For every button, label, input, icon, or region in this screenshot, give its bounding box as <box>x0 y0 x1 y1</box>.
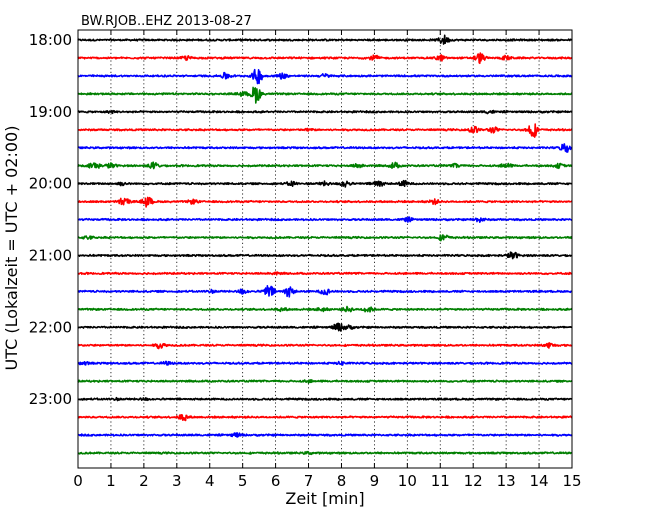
y-tick-label: 19:00 <box>29 103 72 121</box>
y-tick-label: 22:00 <box>29 318 72 336</box>
y-tick-labels: 18:00 19:00 20:00 21:00 22:00 23:00 <box>29 31 72 408</box>
x-tick-label: 10 <box>398 472 417 490</box>
plot-area <box>78 30 572 468</box>
seismogram-trace <box>77 432 573 438</box>
x-tick-label: 7 <box>304 472 314 490</box>
y-axis-title: UTC (Lokalzeit = UTC + 02:00) <box>2 126 21 371</box>
seismogram-trace <box>77 52 573 65</box>
seismogram-trace <box>77 322 573 332</box>
seismogram-trace <box>77 179 573 188</box>
x-tick-label: 14 <box>530 472 549 490</box>
x-tick-label: 12 <box>464 472 483 490</box>
seismogram-trace <box>77 161 573 170</box>
seismogram-trace <box>77 216 573 224</box>
chart-title: BW.RJOB..EHZ 2013-08-27 <box>81 14 252 29</box>
seismogram-trace <box>77 34 573 45</box>
seismogram-trace <box>77 143 573 153</box>
seismogram-trace <box>77 305 573 313</box>
seismogram-trace <box>77 234 573 242</box>
x-tick-label: 0 <box>73 472 83 490</box>
x-tick-label: 15 <box>562 472 581 490</box>
y-tick-label: 18:00 <box>29 31 72 49</box>
x-tick-label: 6 <box>271 472 281 490</box>
tick-marks <box>77 30 573 468</box>
y-tick-label: 20:00 <box>29 175 72 193</box>
seismogram-trace <box>77 196 573 208</box>
seismogram-trace <box>77 68 573 85</box>
grid-lines <box>110 30 540 468</box>
x-tick-label: 1 <box>106 472 116 490</box>
x-tick-label: 4 <box>205 472 215 490</box>
seismogram-trace <box>77 109 573 115</box>
x-axis-title: Zeit [min] <box>285 489 364 508</box>
x-tick-label: 9 <box>370 472 380 490</box>
x-tick-label: 5 <box>238 472 248 490</box>
seismogram-trace <box>77 86 573 104</box>
x-tick-labels: 0 1 2 3 4 5 6 7 8 9 10 11 12 13 14 15 <box>73 472 581 490</box>
y-tick-label: 23:00 <box>29 390 72 408</box>
seismogram-trace <box>77 413 573 422</box>
x-tick-label: 3 <box>172 472 182 490</box>
seismogram-trace <box>77 271 573 276</box>
plot-frame <box>77 29 573 469</box>
x-tick-label: 13 <box>497 472 516 490</box>
seismogram-trace <box>77 379 573 384</box>
seismogram-trace <box>77 285 573 298</box>
seismogram-trace <box>77 342 573 350</box>
seismogram-trace <box>77 450 573 456</box>
seismogram-trace <box>77 123 573 138</box>
seismogram-trace <box>77 396 573 402</box>
x-tick-label: 2 <box>139 472 149 490</box>
seismogram-trace <box>77 360 573 366</box>
x-tick-label: 8 <box>337 472 347 490</box>
y-tick-label: 21:00 <box>29 246 72 264</box>
x-tick-label: 11 <box>431 472 450 490</box>
trace-group <box>77 34 573 456</box>
seismogram-trace <box>77 251 573 260</box>
